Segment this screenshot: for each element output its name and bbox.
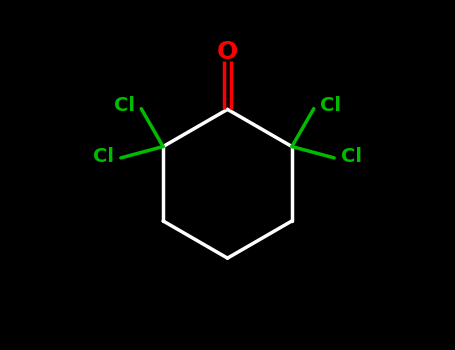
Text: Cl: Cl xyxy=(341,147,362,166)
Text: Cl: Cl xyxy=(114,96,135,115)
Text: Cl: Cl xyxy=(93,147,114,166)
Text: O: O xyxy=(217,40,238,64)
Text: Cl: Cl xyxy=(320,96,341,115)
